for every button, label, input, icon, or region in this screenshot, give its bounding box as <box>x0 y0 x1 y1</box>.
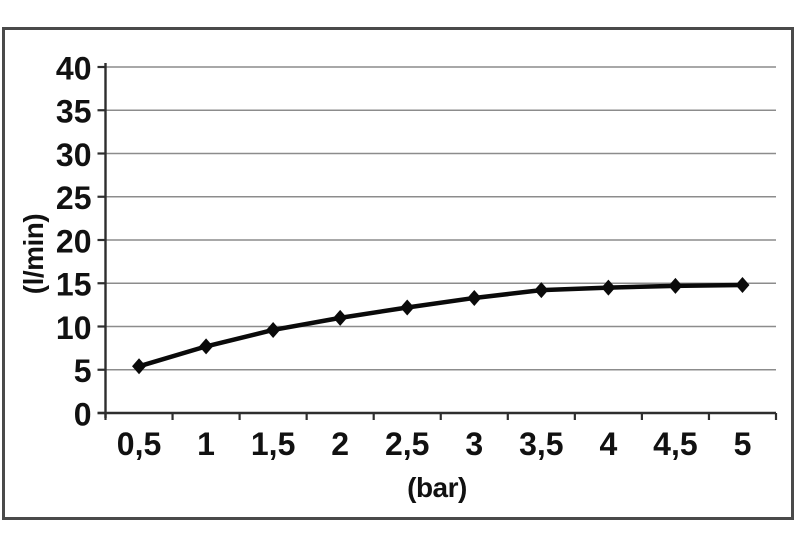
y-tick-label: 20 <box>56 223 92 259</box>
data-point-marker <box>534 282 549 299</box>
y-tick-label: 5 <box>74 353 92 389</box>
x-tick-label: 2,5 <box>385 426 429 462</box>
flow-rate-chart: 0 5 10 15 20 25 30 35 40 0,5 1 1,5 2 2,5 3 3,5 4 4,5 5 <box>56 50 778 462</box>
y-tick-label: 30 <box>56 137 92 173</box>
x-tick-label: 3 <box>465 426 483 462</box>
data-point-marker <box>266 321 281 338</box>
x-axis-title: (bar) <box>407 472 467 503</box>
y-tick-label: 25 <box>56 180 92 216</box>
data-point-marker <box>400 299 415 316</box>
y-tick-label: 35 <box>56 94 92 130</box>
x-tick-label: 4 <box>599 426 617 462</box>
figure-frame: 0 5 10 15 20 25 30 35 40 0,5 1 1,5 2 2,5 3 3,5 4 4,5 5 (l/… <box>2 27 794 520</box>
x-tick-label: 1,5 <box>251 426 295 462</box>
x-tick-label: 0,5 <box>117 426 161 462</box>
data-line <box>136 282 745 369</box>
data-point-marker <box>601 279 616 296</box>
data-point-marker <box>668 277 683 294</box>
x-tick-label: 3,5 <box>519 426 563 462</box>
x-tick-label: 5 <box>734 426 752 462</box>
x-tick-label: 4,5 <box>653 426 697 462</box>
y-tick-label: 10 <box>56 310 92 346</box>
data-point-marker <box>333 309 348 326</box>
x-tick-label: 1 <box>197 426 215 462</box>
x-tick-label: 2 <box>331 426 349 462</box>
data-point-marker <box>735 276 750 293</box>
data-point-marker <box>132 358 147 375</box>
data-point-marker <box>467 289 482 306</box>
y-tick-label: 40 <box>56 50 92 86</box>
y-axis-title: (l/min) <box>18 213 49 295</box>
y-tick-label: 0 <box>74 396 92 432</box>
y-tick-label: 15 <box>56 267 92 303</box>
data-point-marker <box>199 338 214 355</box>
